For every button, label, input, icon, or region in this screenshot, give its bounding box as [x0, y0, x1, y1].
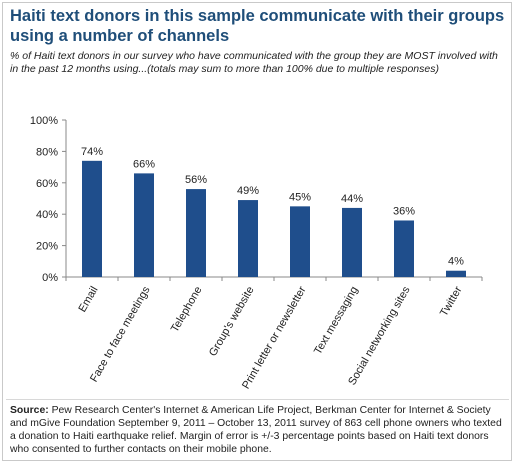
source-note: Source: Pew Research Center's Internet &… — [10, 404, 510, 456]
bar — [186, 189, 206, 277]
x-tick-label: Twitter — [438, 284, 465, 318]
data-label: 36% — [393, 205, 415, 217]
bar — [342, 207, 362, 277]
x-tick-label: Face to face meetings — [88, 284, 153, 384]
data-label: 74% — [81, 146, 103, 158]
y-tick-label: 0% — [42, 272, 58, 284]
data-label: 44% — [341, 193, 363, 205]
x-tick-label: Telephone — [169, 285, 205, 335]
data-label: 49% — [237, 185, 259, 197]
bar — [394, 220, 414, 277]
data-label: 56% — [185, 174, 207, 186]
bar — [290, 206, 310, 277]
source-label: Source: — [10, 405, 49, 416]
x-tick-label: Group's website — [207, 285, 257, 359]
bar-chart: 0% 20% 40% 60% 80% 100% 74% Email 66% Face to fac… — [30, 115, 483, 391]
bar — [82, 160, 102, 277]
data-label: 66% — [133, 158, 155, 170]
y-tick-label: 20% — [36, 241, 58, 253]
y-tick-label: 100% — [30, 115, 58, 127]
chart-title: Haiti text donors in this sample communi… — [10, 7, 505, 45]
bar — [134, 173, 154, 277]
x-tick-label: Email — [76, 285, 100, 315]
chart-subtitle: % of Haiti text donors in our survey who… — [10, 50, 498, 75]
chart-frame — [2, 2, 512, 461]
y-tick-label: 40% — [36, 209, 58, 221]
y-tick-label: 80% — [36, 146, 58, 158]
bar — [238, 200, 258, 277]
x-tick-label: Social networking sites — [346, 284, 413, 387]
divider — [6, 399, 509, 400]
y-tick-label: 60% — [36, 178, 58, 190]
data-label: 45% — [289, 191, 311, 203]
bar — [446, 270, 466, 277]
data-label: 4% — [448, 256, 464, 268]
x-tick-label: Text messaging — [312, 285, 361, 357]
source-text: Pew Research Center's Internet & America… — [10, 405, 502, 455]
